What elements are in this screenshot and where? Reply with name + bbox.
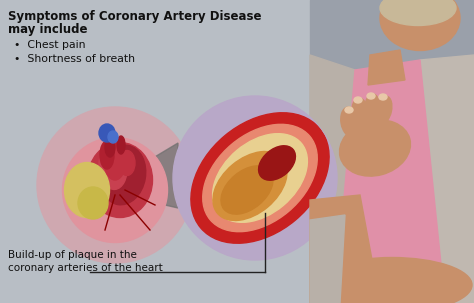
Ellipse shape [108, 131, 118, 143]
Ellipse shape [203, 124, 317, 232]
Ellipse shape [64, 162, 109, 218]
Text: coronary arteries of the heart: coronary arteries of the heart [8, 263, 163, 273]
Polygon shape [420, 55, 474, 303]
Polygon shape [310, 215, 345, 303]
Ellipse shape [379, 94, 387, 100]
Ellipse shape [100, 145, 146, 205]
Ellipse shape [99, 124, 115, 142]
Polygon shape [368, 50, 405, 85]
Ellipse shape [380, 0, 456, 25]
Text: •  Shortness of breath: • Shortness of breath [14, 54, 135, 64]
Text: •  Chest pain: • Chest pain [14, 40, 85, 50]
Ellipse shape [191, 113, 329, 243]
Ellipse shape [354, 97, 362, 103]
Polygon shape [310, 55, 355, 303]
Ellipse shape [99, 145, 127, 189]
Ellipse shape [259, 146, 295, 180]
Ellipse shape [221, 166, 273, 214]
Ellipse shape [117, 136, 125, 154]
Circle shape [37, 107, 193, 263]
Ellipse shape [312, 258, 472, 303]
Polygon shape [133, 143, 178, 208]
Text: Build-up of plaque in the: Build-up of plaque in the [8, 250, 137, 260]
Ellipse shape [105, 137, 115, 157]
Text: Symptoms of Coronary Artery Disease: Symptoms of Coronary Artery Disease [8, 10, 262, 23]
Ellipse shape [380, 0, 460, 51]
Ellipse shape [365, 94, 380, 122]
Circle shape [173, 96, 337, 260]
Ellipse shape [100, 141, 114, 169]
Ellipse shape [63, 138, 167, 242]
Ellipse shape [213, 134, 308, 222]
Ellipse shape [339, 120, 410, 176]
Ellipse shape [213, 152, 287, 221]
Ellipse shape [341, 107, 359, 137]
Ellipse shape [345, 107, 353, 113]
Ellipse shape [119, 151, 135, 175]
Polygon shape [310, 195, 380, 303]
Ellipse shape [376, 96, 392, 124]
Ellipse shape [352, 98, 368, 126]
Bar [310, 0, 474, 303]
Ellipse shape [104, 140, 126, 180]
Ellipse shape [88, 142, 153, 218]
Polygon shape [335, 60, 445, 303]
Ellipse shape [367, 93, 375, 99]
Text: may include: may include [8, 23, 88, 36]
Ellipse shape [78, 187, 108, 219]
